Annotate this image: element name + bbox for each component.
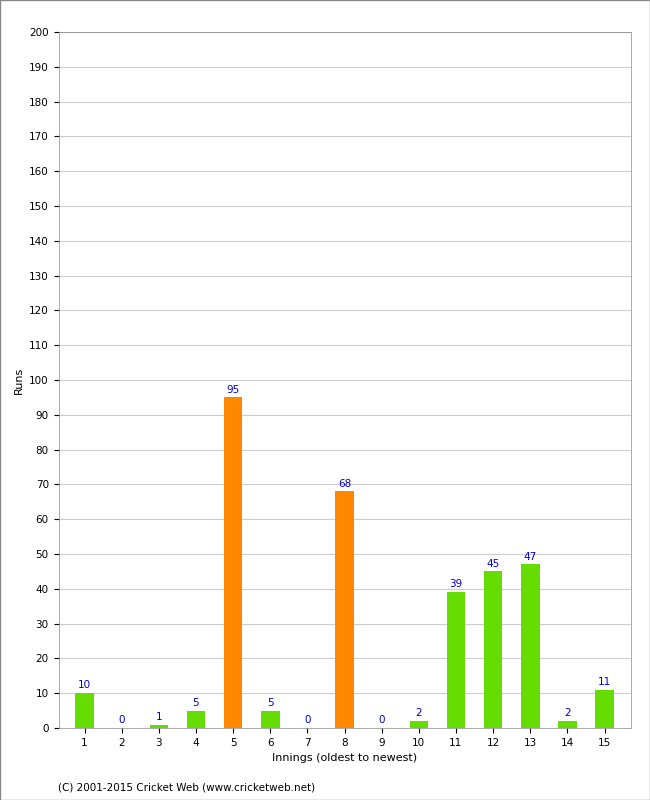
Text: 0: 0 bbox=[378, 715, 385, 726]
Bar bbox=[595, 690, 614, 728]
Text: 10: 10 bbox=[78, 681, 91, 690]
Text: 47: 47 bbox=[524, 552, 537, 562]
Text: 45: 45 bbox=[486, 558, 500, 569]
Bar bbox=[558, 721, 577, 728]
Text: 2: 2 bbox=[564, 708, 571, 718]
Bar bbox=[447, 592, 465, 728]
Bar bbox=[150, 725, 168, 728]
Text: 2: 2 bbox=[415, 708, 422, 718]
Text: 39: 39 bbox=[449, 579, 463, 590]
Bar bbox=[410, 721, 428, 728]
Bar bbox=[261, 710, 280, 728]
Text: 0: 0 bbox=[304, 715, 311, 726]
Y-axis label: Runs: Runs bbox=[14, 366, 23, 394]
Bar bbox=[484, 571, 502, 728]
Text: (C) 2001-2015 Cricket Web (www.cricketweb.net): (C) 2001-2015 Cricket Web (www.cricketwe… bbox=[58, 782, 316, 792]
Bar bbox=[75, 693, 94, 728]
X-axis label: Innings (oldest to newest): Innings (oldest to newest) bbox=[272, 754, 417, 763]
Text: 95: 95 bbox=[226, 385, 240, 394]
Bar bbox=[521, 565, 539, 728]
Text: 11: 11 bbox=[598, 677, 611, 687]
Text: 68: 68 bbox=[338, 478, 351, 489]
Bar bbox=[187, 710, 205, 728]
Bar bbox=[224, 398, 242, 728]
Text: 5: 5 bbox=[267, 698, 274, 708]
Bar bbox=[335, 491, 354, 728]
Text: 5: 5 bbox=[192, 698, 200, 708]
Text: 1: 1 bbox=[155, 712, 162, 722]
Text: 0: 0 bbox=[118, 715, 125, 726]
